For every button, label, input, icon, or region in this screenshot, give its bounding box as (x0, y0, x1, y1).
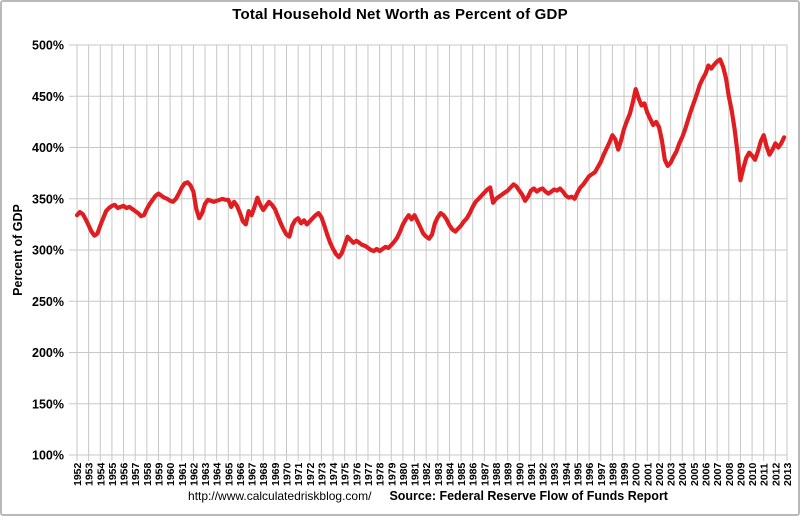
x-axis-tick-label: 1984 (444, 462, 456, 486)
x-axis-tick-label: 1999 (619, 462, 631, 486)
x-axis-tick-label: 1998 (607, 462, 619, 486)
source-attribution-text: Source: Federal Reserve Flow of Funds Re… (389, 489, 668, 503)
x-axis-tick-label: 1956 (119, 462, 131, 486)
x-axis-tick-label: 1976 (351, 462, 363, 486)
x-axis-tick-label: 1978 (375, 462, 387, 486)
x-axis-tick-label: 1992 (538, 462, 550, 486)
x-axis-tick-label: 1957 (130, 462, 142, 486)
x-axis-tick-label: 2003 (666, 462, 678, 486)
x-axis-tick-label: 1958 (142, 462, 154, 486)
x-axis-tick-label: 2000 (631, 462, 643, 486)
x-axis-tick-label: 1974 (328, 462, 340, 486)
x-axis-tick-label: 2006 (701, 462, 713, 486)
x-axis-tick-label: 1961 (177, 462, 189, 486)
x-axis-tick-label: 1967 (247, 462, 259, 486)
y-axis-tick-label: 150% (32, 397, 64, 411)
x-axis-tick-label: 1966 (235, 462, 247, 486)
x-axis-tick-label: 1981 (410, 462, 422, 486)
x-axis-tick-label: 2002 (654, 462, 666, 486)
x-axis-tick-label: 2010 (747, 462, 759, 486)
y-axis-tick-label: 350% (32, 192, 64, 206)
x-axis-tick-label: 1996 (584, 462, 596, 486)
x-axis-tick-label: 1989 (503, 462, 515, 486)
x-axis-tick-label: 1983 (433, 462, 445, 486)
x-axis-tick-label: 1962 (188, 462, 200, 486)
x-axis-tick-label: 1986 (468, 462, 480, 486)
x-axis-tick-label: 1954 (95, 462, 107, 486)
y-axis-tick-label: 200% (32, 346, 64, 360)
source-url-text: http://www.calculatedriskblog.com/ (188, 489, 372, 503)
x-axis-tick-label: 2004 (677, 462, 689, 486)
x-axis-tick-label: 2008 (724, 462, 736, 486)
y-axis-tick-label: 250% (32, 295, 64, 309)
x-axis-tick-label: 1990 (514, 462, 526, 486)
x-axis-tick-label: 2011 (759, 463, 771, 486)
x-axis-tick-label: 1959 (153, 462, 165, 486)
net-worth-line-series (74, 57, 787, 260)
chart-caption: http://www.calculatedriskblog.com/Source… (30, 487, 798, 505)
x-axis-tick-label: 1971 (293, 462, 305, 486)
x-axis-tick-label: 1960 (165, 462, 177, 486)
x-axis-tick-label: 1952 (72, 462, 84, 486)
x-axis-tick-label: 2007 (712, 462, 724, 486)
x-axis-tick-label: 1995 (572, 462, 584, 486)
x-axis-tick-label: 1969 (270, 462, 282, 486)
x-axis-tick-label: 1970 (282, 462, 294, 486)
x-axis-tick-label: 2012 (770, 462, 782, 486)
x-axis-tick-label: 2013 (782, 462, 794, 486)
x-axis-tick-label: 1972 (305, 462, 317, 486)
x-axis-tick-label: 1982 (421, 462, 433, 486)
x-axis-tick-label: 2009 (735, 462, 747, 486)
x-axis-tick-label: 2005 (689, 462, 701, 486)
y-axis-tick-label: 300% (32, 244, 64, 258)
x-axis-tick-label: 1963 (200, 462, 212, 486)
x-axis-tick-label: 1994 (561, 462, 573, 486)
y-axis-tick-label: 400% (32, 141, 64, 155)
x-axis-tick-label: 1975 (340, 462, 352, 486)
y-axis-tick-label: 100% (32, 449, 64, 463)
x-axis-tick-label: 1997 (596, 462, 608, 486)
x-axis-tick-label: 1955 (107, 462, 119, 486)
x-axis-tick-label: 1964 (212, 462, 224, 486)
x-axis-tick-label: 1980 (398, 462, 410, 486)
chart-title: Total Household Net Worth as Percent of … (232, 6, 568, 23)
x-axis-tick-label: 1991 (526, 462, 538, 486)
x-axis-tick-label: 1953 (84, 462, 96, 486)
x-axis-tick-label: 1977 (363, 462, 375, 486)
x-axis-tick-label: 1988 (491, 462, 503, 486)
y-axis-tick-label: 500% (32, 39, 64, 53)
x-axis-tick-label: 1985 (456, 462, 468, 486)
x-axis-tick-label: 1993 (549, 462, 561, 486)
x-axis-tick-label: 1979 (386, 462, 398, 486)
x-axis-tick-label: 2001 (642, 462, 654, 486)
x-axis-tick-label: 1968 (258, 462, 270, 486)
y-axis-tick-label: 450% (32, 90, 64, 104)
x-axis-tick-label: 1973 (316, 462, 328, 486)
x-axis-tick-label: 1987 (479, 462, 491, 486)
x-axis-tick-label: 1965 (223, 462, 235, 486)
